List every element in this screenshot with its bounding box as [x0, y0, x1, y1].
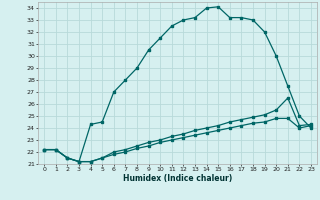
X-axis label: Humidex (Indice chaleur): Humidex (Indice chaleur)	[123, 174, 232, 183]
